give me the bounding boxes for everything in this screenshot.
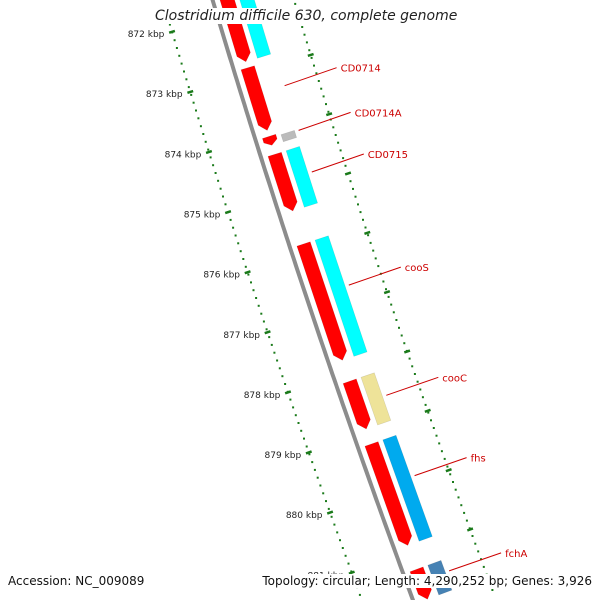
gene-block[interactable] <box>280 130 297 143</box>
ruler-tick-label: 876 kbp <box>203 271 240 281</box>
gene-label-leader <box>284 67 337 87</box>
cds-arrow[interactable] <box>296 241 348 361</box>
cds-arrow[interactable] <box>262 133 278 146</box>
ruler-tick-label: 873 kbp <box>146 90 183 100</box>
gene-label-leader <box>311 153 364 173</box>
gene-label-leader <box>414 457 467 477</box>
gene-block[interactable] <box>285 146 318 208</box>
gene-label[interactable]: CD0714A <box>355 108 402 119</box>
gene-labels: CD0714 CD0714A CD0715 cooS cooC fhs fchA <box>284 64 527 572</box>
ruler-tick-label: 879 kbp <box>265 451 302 461</box>
gene-label-leader <box>448 552 502 572</box>
ruler-tick-label: 880 kbp <box>286 511 323 521</box>
feature-track <box>219 0 453 600</box>
ruler-tick-label: 877 kbp <box>223 331 260 341</box>
gene-label[interactable]: CD0715 <box>368 150 408 161</box>
cds-arrow[interactable] <box>267 151 298 212</box>
ruler-tick-label: 875 kbp <box>184 211 221 221</box>
gene-label[interactable]: fchA <box>505 549 527 560</box>
gene-label-leader <box>348 266 401 286</box>
ruler-tick-label: 878 kbp <box>244 391 281 401</box>
cds-arrow[interactable] <box>240 65 272 131</box>
gene-label[interactable]: fhs <box>471 454 486 465</box>
gene-label[interactable]: cooS <box>405 263 429 274</box>
map-title: Clostridium difficile 630, complete geno… <box>153 8 460 24</box>
accession-text: Accession: NC_009089 <box>8 574 145 588</box>
summary-text: Topology: circular; Length: 4,290,252 bp… <box>262 574 592 588</box>
ruler-tick-label: 874 kbp <box>165 150 202 160</box>
gene-label-leader <box>298 111 351 131</box>
cds-arrow[interactable] <box>364 441 413 546</box>
gene-label[interactable]: cooC <box>442 373 467 384</box>
gene-block[interactable] <box>382 434 433 542</box>
gene-block[interactable] <box>360 372 392 426</box>
ruler: 872 kbp 873 kbp 874 kbp 875 kbp 876 kbp 877 k… <box>128 2 494 596</box>
cds-arrow[interactable] <box>342 378 371 430</box>
gene-block[interactable] <box>314 235 368 357</box>
gene-label-leader <box>386 376 439 396</box>
backbone <box>210 0 417 604</box>
gene-label[interactable]: CD0714 <box>341 64 381 75</box>
genome-backbone <box>210 0 417 604</box>
ruler-tick-label: 872 kbp <box>128 30 165 40</box>
